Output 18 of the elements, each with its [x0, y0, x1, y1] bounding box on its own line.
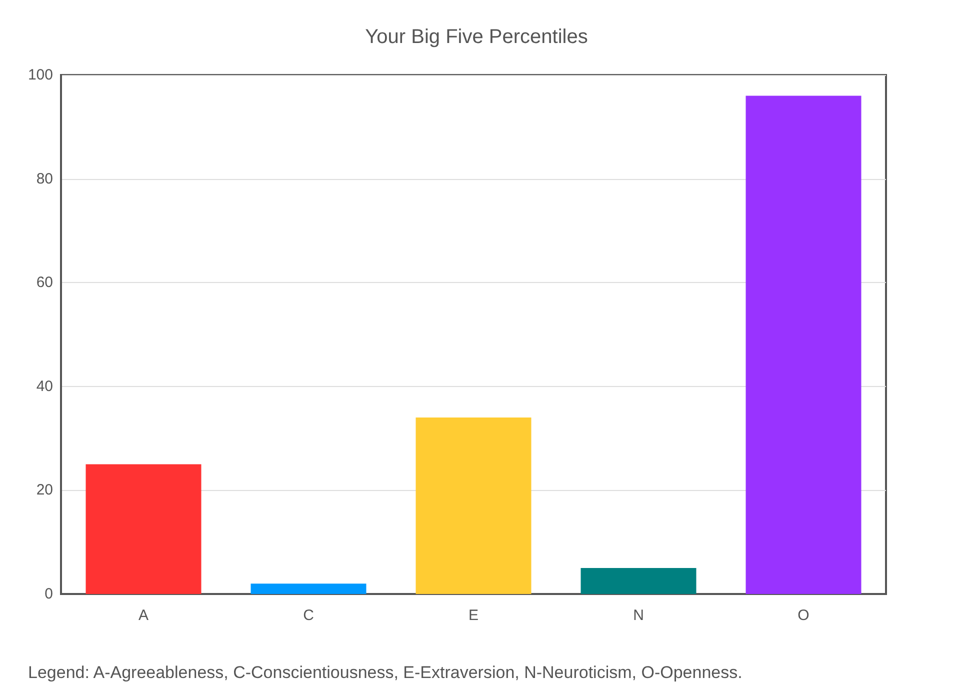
y-tick-label: 20 [36, 482, 53, 499]
text: Legend: A-Agreeableness, C-Conscientiousness, E-Extraversion, N-Neuroticism, O-Openness. [28, 663, 742, 682]
x-tick-label: N [633, 607, 644, 624]
bar [580, 568, 696, 594]
x-tick-label: A [138, 607, 149, 624]
y-tick-label: 80 [36, 170, 53, 188]
bar [250, 584, 366, 594]
x-tick-label: O [798, 607, 810, 624]
y-tick-label: 60 [36, 274, 53, 292]
y-tick-label: 100 [28, 66, 53, 84]
y-tick-label: 40 [36, 378, 53, 395]
y-tick-label: 0 [44, 586, 53, 602]
chart-title: Your Big Five Percentiles [365, 26, 588, 48]
bar [86, 464, 202, 594]
x-tick-label: E [468, 607, 479, 624]
bar [746, 96, 862, 594]
x-tick-label: C [303, 607, 314, 624]
bar [416, 418, 532, 594]
